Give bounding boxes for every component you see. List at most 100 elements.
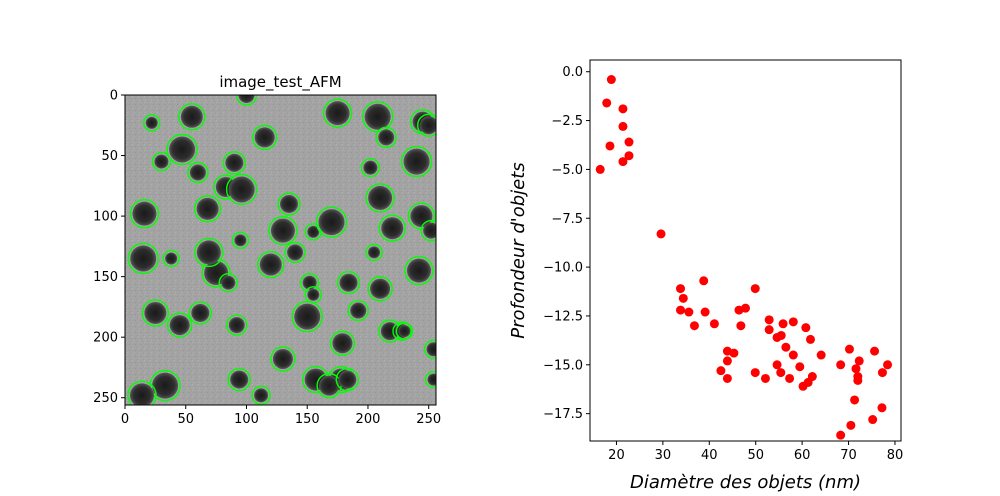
afm-contour (268, 215, 298, 246)
afm-pit (325, 101, 350, 126)
afm-contour (166, 312, 193, 338)
afm-pit (294, 303, 321, 330)
scatter-x-tick-label: 50 (747, 448, 764, 463)
scatter-point (676, 305, 686, 315)
afm-contour (304, 223, 323, 241)
afm-contour (127, 380, 157, 405)
afm-pit (403, 148, 430, 175)
afm-contour (335, 367, 360, 392)
scatter-point (678, 293, 688, 303)
afm-contour (315, 206, 348, 238)
scatter-y-tick-label: −15.0 (543, 358, 583, 373)
scatter-point (699, 276, 709, 286)
scatter-point (602, 98, 612, 108)
afm-x-tick-label: 100 (234, 412, 259, 427)
scatter-point (606, 75, 616, 85)
afm-contour (251, 385, 271, 405)
afm-contour (225, 173, 258, 206)
scatter-point (750, 284, 760, 294)
scatter-y-tick-label: −10.0 (543, 261, 583, 276)
scatter-y-label: Profondeur d'objets (508, 162, 529, 338)
scatter-point (868, 415, 878, 425)
scatter-panel: 20 30 40 50 60 70 80 0.0 −2.5 −5.0 −7.5 −10.0 −12.5… (508, 59, 903, 493)
afm-pit (287, 244, 304, 261)
afm-contour (227, 367, 251, 392)
afm-pit (270, 218, 295, 243)
afm-contour (304, 286, 323, 304)
afm-y-tick-label: 150 (93, 270, 118, 285)
afm-pit (406, 258, 431, 283)
scatter-point (709, 319, 719, 329)
scatter-point (716, 366, 726, 376)
scatter-point (776, 368, 786, 378)
scatter-point (736, 321, 746, 331)
afm-pit (234, 234, 247, 247)
afm-pit (145, 116, 158, 129)
afm-image (124, 94, 437, 406)
afm-contour (162, 249, 180, 268)
afm-pit (196, 240, 221, 265)
afm-pit (318, 209, 345, 236)
scatter-point (776, 330, 786, 340)
scatter-point (760, 373, 770, 383)
afm-pit (152, 372, 179, 399)
afm-pit (272, 348, 293, 369)
afm-pit (130, 245, 157, 272)
afm-contour (187, 161, 209, 184)
afm-pit (307, 225, 320, 238)
afm-pit (189, 164, 206, 181)
afm-contour (178, 103, 206, 131)
afm-x-tick-label: 0 (121, 412, 129, 427)
afm-x-tick-label: 50 (177, 412, 194, 427)
scatter-point (801, 323, 811, 333)
scatter-point (676, 284, 686, 294)
scatter-point (781, 342, 791, 352)
scatter-x-label: Diamètre des objets (nm) (630, 472, 861, 493)
afm-contour (392, 321, 412, 341)
afm-contour (235, 95, 258, 106)
afm-pit (196, 197, 219, 220)
scatter-point (778, 319, 788, 329)
afm-pit (378, 129, 395, 146)
afm-pit (132, 201, 157, 226)
afm-contour (270, 346, 296, 372)
afm-contour (378, 214, 406, 242)
afm-contour (395, 322, 414, 340)
scatter-point (741, 303, 750, 313)
afm-pit (221, 275, 236, 290)
afm-contour (417, 113, 436, 137)
afm-pit (339, 273, 358, 292)
afm-pit (419, 116, 436, 135)
afm-y-tick-label: 0 (110, 89, 118, 104)
scatter-point (618, 121, 628, 131)
scatter-x-tick-label: 20 (608, 448, 625, 463)
scatter-y-tick-label: −5.0 (551, 163, 583, 178)
scatter-point (854, 356, 864, 366)
afm-pit (427, 373, 436, 386)
afm-x-tick-label: 250 (416, 412, 441, 427)
scatter-point (836, 360, 846, 370)
afm-contour (404, 255, 434, 286)
scatter-point (689, 321, 699, 331)
scatter-point (798, 381, 808, 391)
scatter-point (788, 350, 798, 360)
afm-pit (130, 383, 155, 405)
afm-pit (254, 388, 269, 403)
afm-contour (424, 370, 436, 389)
afm-contour (129, 198, 160, 229)
afm-x-tick-label: 150 (295, 412, 320, 427)
afm-y-tick-label: 200 (93, 331, 118, 346)
afm-contour (360, 157, 381, 178)
afm-pit (307, 288, 320, 301)
afm-frame (124, 94, 437, 406)
afm-y-axis: 0 50 100 150 200 250 (93, 89, 125, 406)
scatter-y-tick-label: −17.5 (543, 407, 583, 422)
afm-image-title: image_test_AFM (219, 73, 341, 92)
afm-pit (370, 278, 391, 299)
scatter-points (595, 75, 893, 440)
scatter-point (729, 348, 739, 358)
scatter-x-tick-label: 80 (887, 448, 904, 463)
scatter-y-axis: 0.0 −2.5 −5.0 −7.5 −10.0 −12.5 −15.0 −17.5 (543, 65, 590, 422)
scatter-y-tick-label: −12.5 (543, 309, 583, 324)
scatter-x-axis: 20 30 40 50 60 70 80 (608, 441, 903, 463)
